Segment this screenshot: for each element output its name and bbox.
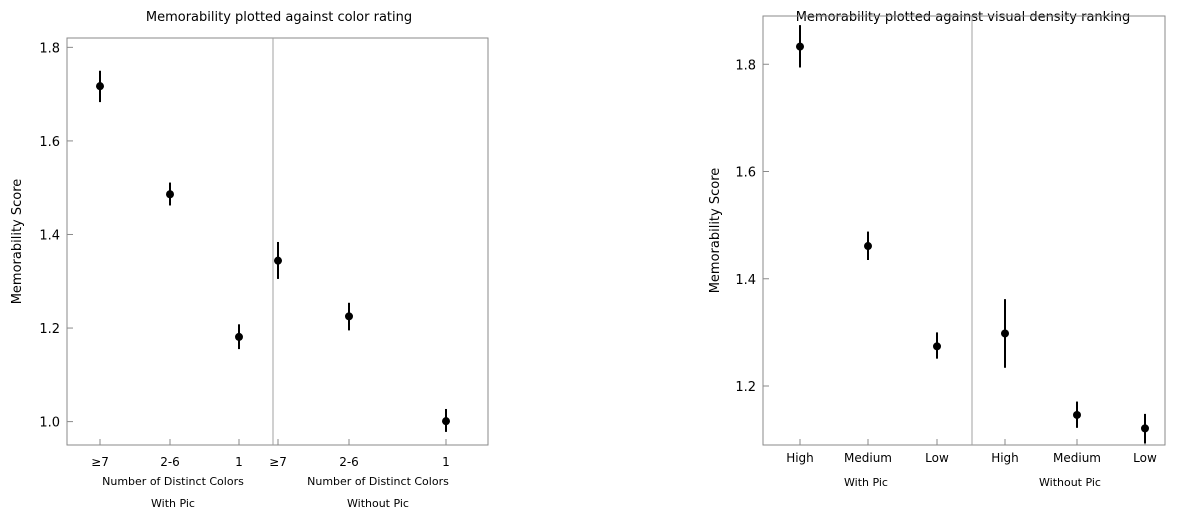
group-label: With Pic: [844, 476, 888, 489]
y-tick-label: 1.0: [39, 416, 60, 431]
y-axis-label: Memorability Score: [708, 168, 723, 294]
x-tick-label: ≥7: [91, 455, 109, 469]
panel-without-pic: ≥7 2-6 1 Number of Distinct Colors Without P…: [269, 241, 450, 510]
data-point: [933, 342, 941, 351]
group-label: With Pic: [151, 497, 195, 510]
x-tick-label: High: [786, 451, 814, 465]
y-tick-label: 1.4: [735, 273, 756, 288]
group-label: Without Pic: [1039, 476, 1101, 489]
data-point: [1141, 424, 1149, 433]
data-point: [166, 190, 174, 199]
data-point: [274, 256, 282, 265]
y-tick-label: 1.8: [39, 41, 60, 56]
chart-1: Memorability plotted against color ratin…: [10, 10, 489, 510]
y-tick-label: 1.2: [735, 380, 756, 395]
panel-with-pic: ≥7 2-6 1 Number of Distinct Colors With Pic: [91, 70, 244, 510]
plot-frame: [762, 15, 1166, 446]
y-tick-label: 1.2: [39, 322, 60, 337]
y-axis-label: Memorability Score: [10, 179, 25, 305]
data-point: [345, 312, 353, 321]
x-axis-label: Number of Distinct Colors: [102, 475, 244, 488]
chart-2: Memorability plotted against visual dens…: [708, 10, 1166, 489]
chart-title: Memorability plotted against color ratin…: [146, 10, 412, 25]
x-tick-label: 1: [442, 455, 450, 469]
y-tick-label: 1.6: [39, 135, 60, 150]
x-tick-label: 2-6: [160, 455, 180, 469]
data-point: [235, 332, 243, 341]
data-point: [442, 417, 450, 426]
panel-with-pic: High Medium Low With Pic: [786, 25, 949, 489]
chart-title: Memorability plotted against visual dens…: [796, 10, 1131, 25]
data-point: [1001, 329, 1009, 338]
x-axis-label: Number of Distinct Colors: [307, 475, 449, 488]
x-tick-label: 2-6: [339, 455, 359, 469]
x-tick-label: High: [991, 451, 1019, 465]
group-label: Without Pic: [347, 497, 409, 510]
data-point: [1073, 410, 1081, 419]
data-point: [864, 242, 872, 251]
x-tick-label: Medium: [844, 451, 892, 465]
data-point: [796, 42, 804, 51]
x-tick-label: Medium: [1053, 451, 1101, 465]
data-point: [96, 82, 104, 91]
panel-without-pic: High Medium Low Without Pic: [991, 299, 1157, 489]
y-tick-label: 1.4: [39, 228, 60, 243]
x-tick-label: ≥7: [269, 455, 287, 469]
y-tick-label: 1.6: [735, 166, 756, 181]
x-tick-label: Low: [1133, 451, 1157, 465]
plot-frame: [66, 37, 489, 446]
x-tick-label: Low: [925, 451, 949, 465]
y-tick-label: 1.8: [735, 58, 756, 73]
x-tick-label: 1: [235, 455, 243, 469]
